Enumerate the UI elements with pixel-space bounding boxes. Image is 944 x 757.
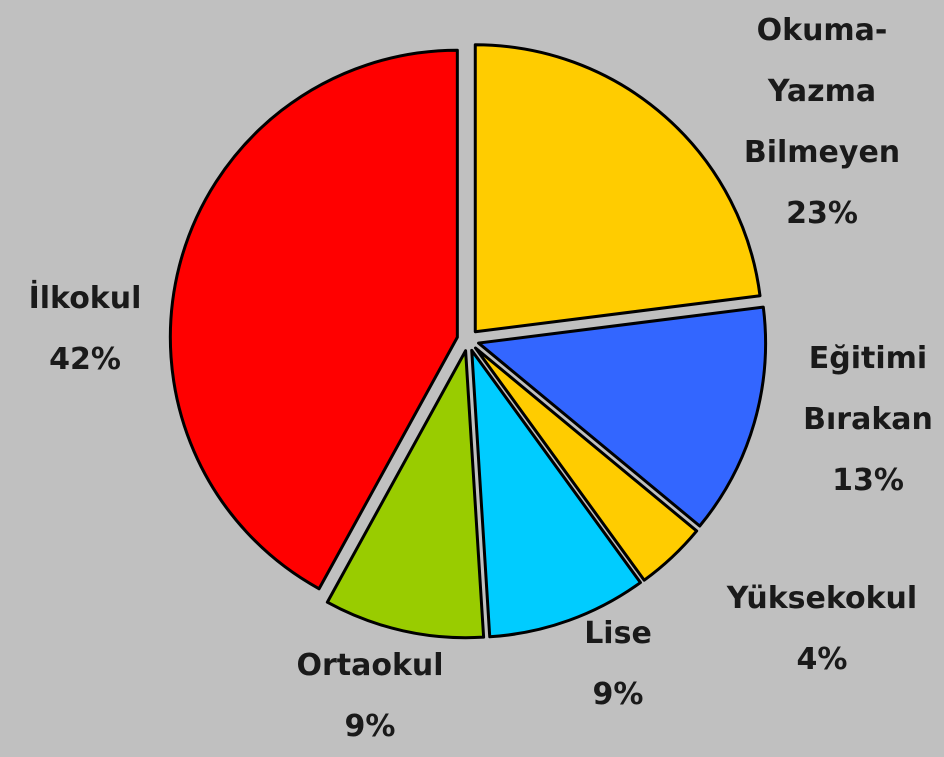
pie-slice: [325, 349, 486, 640]
value-label: 4%: [796, 642, 848, 677]
value-label: 23%: [786, 196, 858, 231]
category-label: Ortaokul: [296, 648, 444, 683]
category-label: Lise: [584, 616, 652, 651]
value-label: 9%: [592, 677, 644, 712]
pie-slice: [168, 48, 459, 591]
category-label: Eğitimi Bırakan: [803, 341, 933, 437]
value-label: 13%: [832, 463, 904, 498]
slice-label: Yüksekokul 4%: [727, 568, 917, 690]
value-label: 42%: [49, 342, 121, 377]
category-label: Yüksekokul: [726, 581, 918, 616]
slice-label: İlkokul 42%: [29, 268, 142, 390]
pie-slice: [477, 305, 768, 528]
category-label: İlkokul: [28, 281, 142, 316]
pie-slice: [474, 346, 699, 582]
slice-label: Lise 9%: [584, 603, 652, 725]
slice-label: Ortaokul 9%: [296, 635, 443, 757]
pie-slice: [470, 348, 642, 639]
slice-label: Okuma- Yazma Bilmeyen 23%: [744, 0, 900, 244]
value-label: 9%: [344, 709, 396, 744]
pie-slice: [473, 43, 762, 334]
slice-label: Eğitimi Bırakan 13%: [803, 328, 933, 511]
category-label: Okuma- Yazma Bilmeyen: [743, 13, 901, 170]
